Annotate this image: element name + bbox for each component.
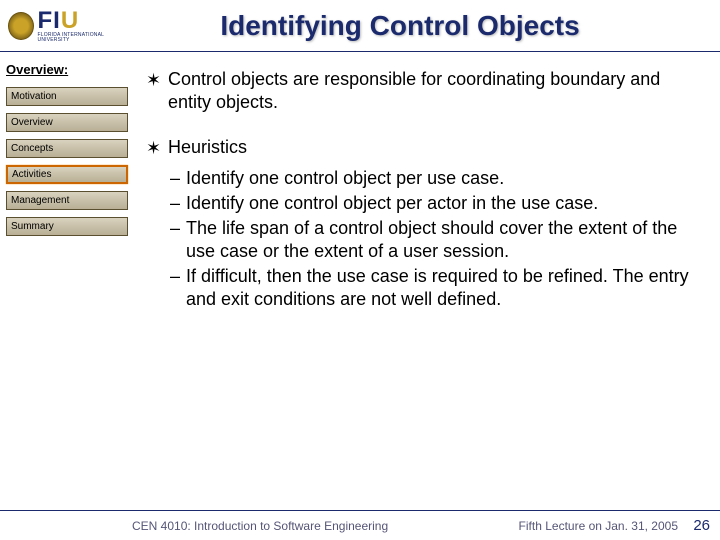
bullet-text: Control objects are responsible for coor… (168, 68, 696, 114)
slide-body: Overview: Motivation Overview Concepts Acti… (0, 52, 720, 510)
bullet-item: ✶Control objects are responsible for coo… (146, 68, 696, 114)
fiu-logo: FIU FLORIDA INTERNATIONAL UNIVERSITY (8, 4, 128, 48)
slide-title: Identifying Control Objects (128, 10, 712, 42)
sidebar-item-concepts[interactable]: Concepts (6, 139, 128, 158)
sub-bullet-text: Identify one control object per actor in… (186, 192, 696, 215)
sidebar-item-overview[interactable]: Overview (6, 113, 128, 132)
dash-icon: – (168, 217, 186, 263)
sidebar-item-activities[interactable]: Activities (6, 165, 128, 184)
sub-bullet-item: –The life span of a control object shoul… (168, 217, 696, 263)
sidebar: Overview: Motivation Overview Concepts Acti… (0, 52, 134, 510)
sidebar-item-motivation[interactable]: Motivation (6, 87, 128, 106)
sub-bullet-text: If difficult, then the use case is requi… (186, 265, 696, 311)
dash-icon: – (168, 192, 186, 215)
bullet-item: ✶Heuristics–Identify one control object … (146, 136, 696, 313)
sub-bullet-item: –Identify one control object per use cas… (168, 167, 696, 190)
dash-icon: – (168, 167, 186, 190)
fiu-logo-text: FIU FLORIDA INTERNATIONAL UNIVERSITY (38, 9, 128, 43)
logo-letters-gold: U (61, 7, 79, 34)
footer-lecture: Fifth Lecture on Jan. 31, 2005 (519, 519, 708, 533)
footer-course: CEN 4010: Introduction to Software Engin… (12, 519, 519, 533)
sub-bullet-item: –Identify one control object per actor i… (168, 192, 696, 215)
slide-header: FIU FLORIDA INTERNATIONAL UNIVERSITY Ide… (0, 0, 720, 52)
sidebar-item-summary[interactable]: Summary (6, 217, 128, 236)
logo-letters-blue: FI (38, 7, 61, 34)
sidebar-item-management[interactable]: Management (6, 191, 128, 210)
sub-bullet-text: The life span of a control object should… (186, 217, 696, 263)
slide-footer: CEN 4010: Introduction to Software Engin… (0, 510, 720, 540)
bullet-text: Heuristics (168, 136, 696, 159)
sub-bullet-text: Identify one control object per use case… (186, 167, 696, 190)
bullet-icon: ✶ (146, 136, 168, 313)
bullet-icon: ✶ (146, 68, 168, 114)
sidebar-heading: Overview: (6, 62, 128, 77)
logo-subtitle: FLORIDA INTERNATIONAL UNIVERSITY (38, 33, 128, 43)
content-area: ✶Control objects are responsible for coo… (134, 52, 720, 510)
dash-icon: – (168, 265, 186, 311)
page-number: 26 (693, 517, 710, 534)
sub-bullet-item: –If difficult, then the use case is requ… (168, 265, 696, 311)
university-seal-icon (8, 12, 34, 40)
